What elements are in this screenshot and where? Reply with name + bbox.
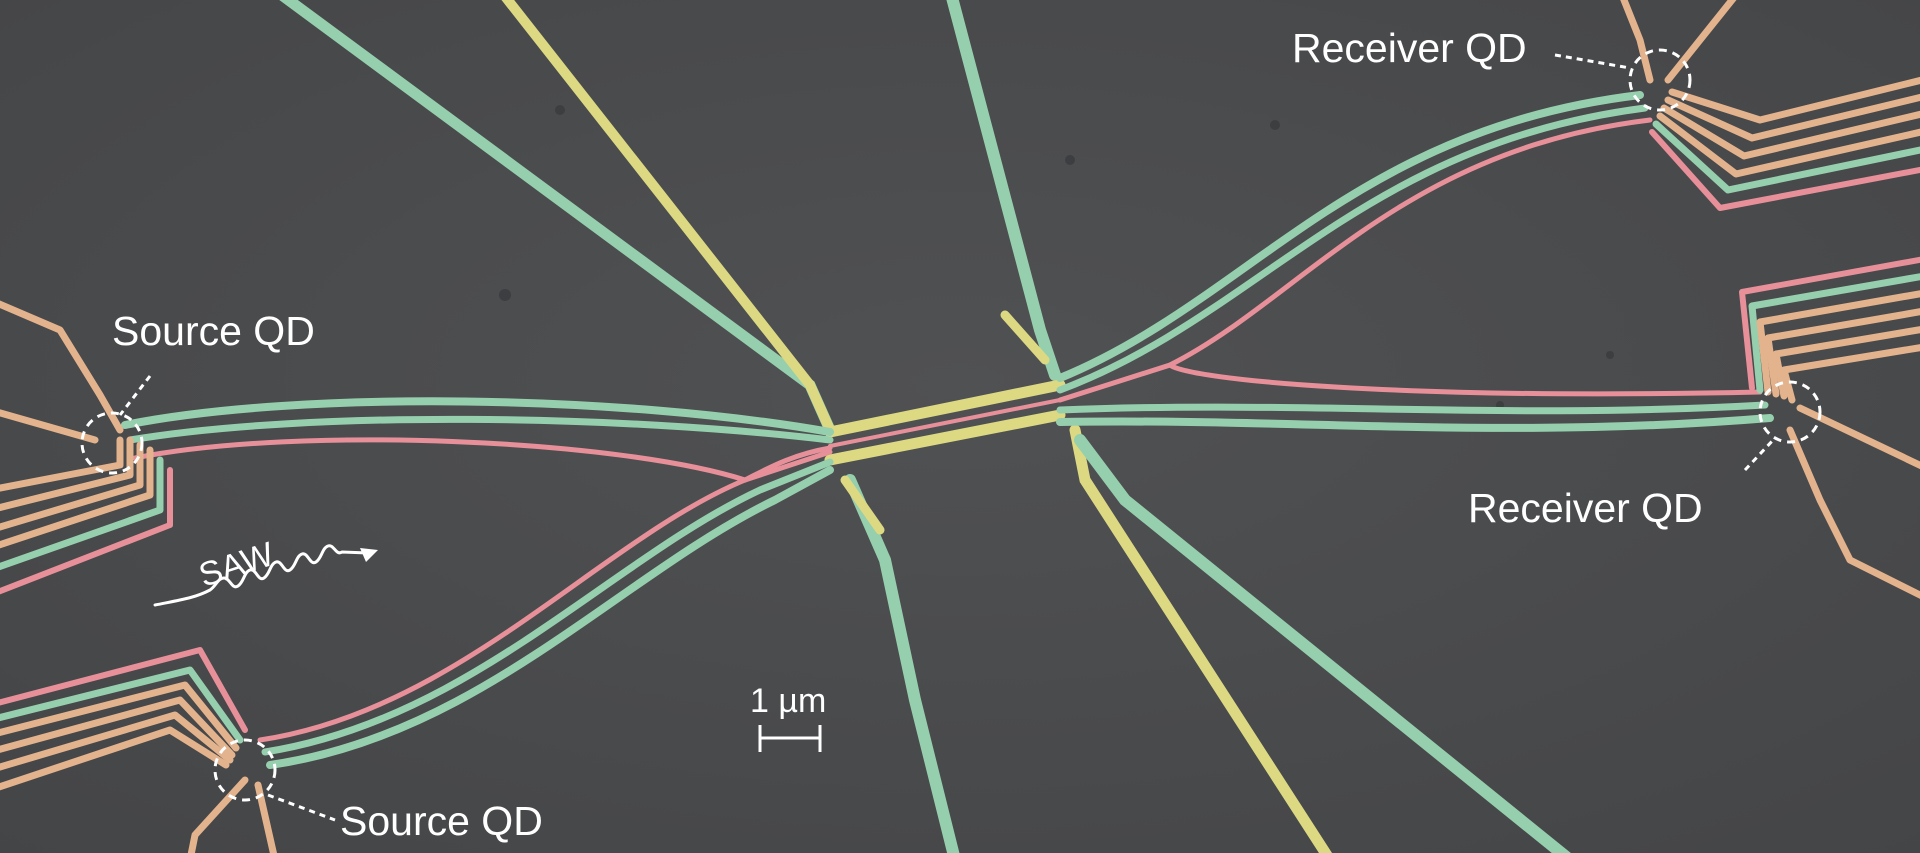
dashed-circle-marker-source-left [80,411,144,475]
rail-right-lower [1056,362,1774,432]
qd-markers [80,48,1822,802]
gate-yellow-upper-left [501,0,835,435]
leads-left [0,300,173,595]
label-source-qd-left: Source QD [112,308,315,354]
scale-bar-label: 1 µm [750,682,826,720]
central-coupler [824,379,1066,466]
leader-lines [118,53,1777,822]
rail-left-lower [257,449,834,769]
gate-green-lower-centre [844,474,960,853]
dashed-circle-marker-receiver-right [1758,380,1822,444]
substrate-specks [499,105,1614,409]
rail-right-upper [1056,91,1653,403]
dashed-circle-marker-source-bottom [213,738,277,802]
gate-yellow-stub-top [1000,310,1050,365]
dashed-circle-marker-receiver-top [1628,48,1692,112]
radial-gates [279,0,1571,853]
rail-left-upper [121,397,834,483]
gate-green-lower-right [1074,434,1571,853]
scale-bar: 1 µm [750,682,826,752]
label-receiver-qd-top: Receiver QD [1292,25,1527,71]
gate-green-top-centre [946,0,1061,381]
label-source-qd-bottom: Source QD [340,798,543,844]
label-receiver-qd-right: Receiver QD [1468,485,1703,531]
leads-bottom [0,647,278,853]
gate-yellow-stub-bottom [840,475,885,535]
leads-top-right [1620,0,1920,211]
